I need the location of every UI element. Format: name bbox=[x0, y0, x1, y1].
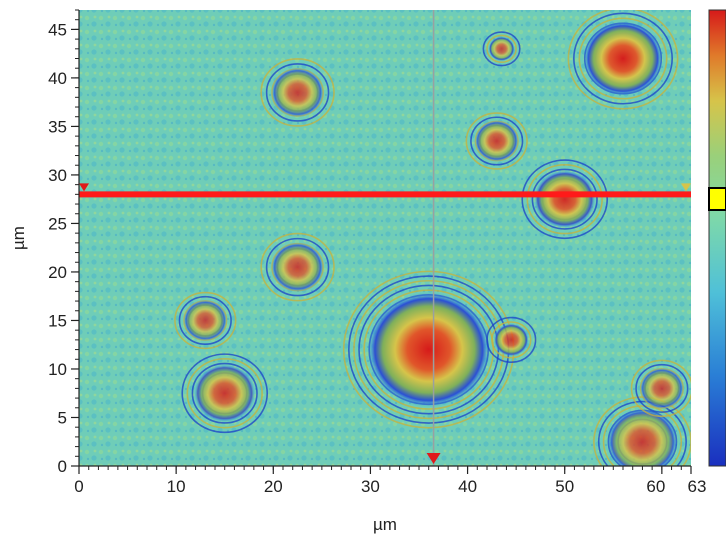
y-tick-label: 5 bbox=[58, 408, 67, 427]
peak-core bbox=[488, 36, 515, 62]
contour-ring bbox=[260, 58, 335, 127]
peak-core bbox=[607, 408, 678, 466]
y-tick-label: 45 bbox=[48, 20, 67, 39]
surface-peak bbox=[486, 316, 537, 364]
x-tick-label: 60 bbox=[646, 477, 665, 496]
peak-core bbox=[183, 299, 228, 342]
peak-core bbox=[640, 367, 684, 410]
profile-line-right-marker[interactable] bbox=[681, 183, 691, 192]
surface-peak bbox=[342, 270, 515, 429]
contour-ring bbox=[181, 353, 269, 434]
x-axis-title: µm bbox=[373, 515, 397, 534]
y-tick-label: 40 bbox=[48, 69, 67, 88]
peak-core bbox=[474, 120, 519, 162]
y-tick-label: 0 bbox=[58, 457, 67, 476]
contour-ring bbox=[597, 400, 687, 466]
surface-peak bbox=[465, 112, 528, 170]
contour-ring bbox=[178, 295, 232, 346]
y-tick-label: 25 bbox=[48, 214, 67, 233]
plot-axes: 0 10 20 30 40 50 60 63 0 5 10 15 20 25 30 35 40 45 bbox=[48, 9, 707, 496]
contour-ring bbox=[630, 359, 691, 418]
color-scale-profile-marker[interactable] bbox=[708, 187, 726, 211]
contour-ring bbox=[470, 116, 524, 166]
surface-peak bbox=[260, 232, 335, 302]
contour-ring bbox=[602, 405, 683, 466]
x-tick-label: 30 bbox=[361, 477, 380, 496]
y-tick-label: 35 bbox=[48, 117, 67, 136]
color-scale-gradient bbox=[708, 9, 726, 467]
contour-ring bbox=[486, 316, 537, 364]
contour-ring bbox=[265, 63, 330, 122]
contour-ring bbox=[526, 163, 603, 235]
surface-peak bbox=[521, 159, 609, 240]
y-tick-label: 20 bbox=[48, 263, 67, 282]
y-tick-label: 30 bbox=[48, 166, 67, 185]
surface-peak bbox=[482, 31, 521, 67]
x-tick-label: 40 bbox=[458, 477, 477, 496]
contour-ring bbox=[191, 362, 258, 424]
contour-ring bbox=[567, 10, 679, 110]
height-map-plot-area bbox=[79, 10, 691, 466]
contour-ring bbox=[578, 17, 668, 100]
peak-core bbox=[271, 242, 324, 292]
contour-ring bbox=[521, 159, 609, 240]
contour-ring bbox=[260, 232, 335, 302]
x-tick-label: 63 bbox=[688, 477, 707, 496]
contour-ring bbox=[573, 12, 673, 105]
contour-ring bbox=[265, 237, 330, 297]
contour-ring bbox=[465, 112, 528, 170]
surface-peak bbox=[567, 10, 679, 110]
y-tick-label: 10 bbox=[48, 360, 67, 379]
surface-peak bbox=[630, 359, 691, 418]
peak-core bbox=[271, 67, 324, 118]
x-tick-label: 50 bbox=[555, 477, 574, 496]
peak-core bbox=[194, 364, 256, 423]
y-axis-title: µm bbox=[9, 226, 28, 250]
contour-ring bbox=[491, 321, 532, 359]
contour-ring bbox=[635, 363, 689, 413]
x-tick-label: 20 bbox=[264, 477, 283, 496]
contour-ring bbox=[186, 358, 263, 429]
contour-ring bbox=[531, 168, 598, 230]
color-scale-bar bbox=[708, 9, 726, 467]
surface-peak bbox=[181, 353, 269, 434]
cursor-bottom-marker[interactable] bbox=[426, 453, 441, 464]
x-tick-label: 0 bbox=[74, 477, 83, 496]
contour-ring bbox=[363, 289, 495, 410]
contour-ring bbox=[486, 34, 517, 64]
surface-peak bbox=[174, 291, 237, 350]
surface-peak bbox=[593, 396, 691, 466]
y-tick-label: 15 bbox=[48, 311, 67, 330]
peak-core bbox=[534, 170, 596, 229]
peak-core bbox=[583, 21, 663, 96]
profile-line-left-marker[interactable] bbox=[79, 183, 89, 192]
peak-core bbox=[367, 291, 490, 408]
x-tick-label: 10 bbox=[167, 477, 186, 496]
contour-ring bbox=[174, 291, 237, 350]
surface-peak bbox=[260, 58, 335, 127]
peak-core bbox=[493, 323, 529, 357]
contour-ring bbox=[482, 31, 521, 67]
